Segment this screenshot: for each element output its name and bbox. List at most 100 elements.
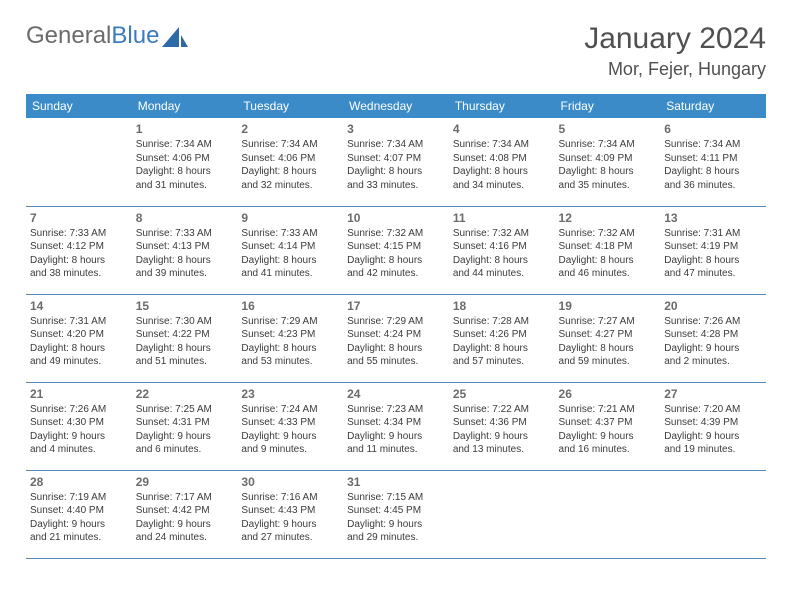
sunset-text: Sunset: 4:06 PM	[136, 152, 234, 166]
sunset-text: Sunset: 4:31 PM	[136, 416, 234, 430]
sunrise-text: Sunrise: 7:33 AM	[136, 227, 234, 241]
title-block: January 2024 Mor, Fejer, Hungary	[584, 22, 766, 80]
daylight-text: and 31 minutes.	[136, 179, 234, 193]
daylight-text: Daylight: 8 hours	[664, 165, 762, 179]
sunrise-text: Sunrise: 7:28 AM	[453, 315, 551, 329]
calendar-table: Sunday Monday Tuesday Wednesday Thursday…	[26, 94, 766, 559]
daylight-text: Daylight: 9 hours	[241, 518, 339, 532]
weekday-sunday: Sunday	[26, 94, 132, 118]
daylight-text: and 24 minutes.	[136, 531, 234, 545]
day-number: 17	[347, 298, 445, 314]
daylight-text: and 47 minutes.	[664, 267, 762, 281]
sunset-text: Sunset: 4:37 PM	[559, 416, 657, 430]
sunrise-text: Sunrise: 7:34 AM	[453, 138, 551, 152]
daylight-text: and 38 minutes.	[30, 267, 128, 281]
day-number: 23	[241, 386, 339, 402]
calendar-cell: 5Sunrise: 7:34 AMSunset: 4:09 PMDaylight…	[555, 118, 661, 206]
sunset-text: Sunset: 4:30 PM	[30, 416, 128, 430]
sunrise-text: Sunrise: 7:31 AM	[664, 227, 762, 241]
daylight-text: and 6 minutes.	[136, 443, 234, 457]
daylight-text: Daylight: 9 hours	[347, 518, 445, 532]
sunset-text: Sunset: 4:12 PM	[30, 240, 128, 254]
sunset-text: Sunset: 4:14 PM	[241, 240, 339, 254]
calendar-cell: 4Sunrise: 7:34 AMSunset: 4:08 PMDaylight…	[449, 118, 555, 206]
weekday-saturday: Saturday	[660, 94, 766, 118]
daylight-text: and 46 minutes.	[559, 267, 657, 281]
sunrise-text: Sunrise: 7:22 AM	[453, 403, 551, 417]
day-number: 5	[559, 121, 657, 137]
day-number: 21	[30, 386, 128, 402]
daylight-text: Daylight: 8 hours	[559, 254, 657, 268]
sunset-text: Sunset: 4:13 PM	[136, 240, 234, 254]
calendar-week-row: 21Sunrise: 7:26 AMSunset: 4:30 PMDayligh…	[26, 382, 766, 470]
daylight-text: and 53 minutes.	[241, 355, 339, 369]
calendar-cell: 10Sunrise: 7:32 AMSunset: 4:15 PMDayligh…	[343, 206, 449, 294]
daylight-text: Daylight: 8 hours	[347, 342, 445, 356]
daylight-text: Daylight: 9 hours	[30, 518, 128, 532]
sunset-text: Sunset: 4:34 PM	[347, 416, 445, 430]
day-number: 8	[136, 210, 234, 226]
calendar-cell: 30Sunrise: 7:16 AMSunset: 4:43 PMDayligh…	[237, 470, 343, 558]
weekday-monday: Monday	[132, 94, 238, 118]
sunrise-text: Sunrise: 7:29 AM	[347, 315, 445, 329]
sunset-text: Sunset: 4:20 PM	[30, 328, 128, 342]
daylight-text: and 49 minutes.	[30, 355, 128, 369]
sunrise-text: Sunrise: 7:29 AM	[241, 315, 339, 329]
daylight-text: Daylight: 8 hours	[136, 342, 234, 356]
calendar-cell: 2Sunrise: 7:34 AMSunset: 4:06 PMDaylight…	[237, 118, 343, 206]
daylight-text: and 16 minutes.	[559, 443, 657, 457]
day-number: 6	[664, 121, 762, 137]
sunrise-text: Sunrise: 7:21 AM	[559, 403, 657, 417]
calendar-cell: 31Sunrise: 7:15 AMSunset: 4:45 PMDayligh…	[343, 470, 449, 558]
daylight-text: and 4 minutes.	[30, 443, 128, 457]
daylight-text: and 19 minutes.	[664, 443, 762, 457]
calendar-cell: 19Sunrise: 7:27 AMSunset: 4:27 PMDayligh…	[555, 294, 661, 382]
calendar-cell: 16Sunrise: 7:29 AMSunset: 4:23 PMDayligh…	[237, 294, 343, 382]
day-number: 16	[241, 298, 339, 314]
daylight-text: and 39 minutes.	[136, 267, 234, 281]
calendar-cell: 13Sunrise: 7:31 AMSunset: 4:19 PMDayligh…	[660, 206, 766, 294]
day-number: 4	[453, 121, 551, 137]
daylight-text: and 44 minutes.	[453, 267, 551, 281]
day-number: 10	[347, 210, 445, 226]
calendar-cell: 21Sunrise: 7:26 AMSunset: 4:30 PMDayligh…	[26, 382, 132, 470]
sunrise-text: Sunrise: 7:30 AM	[136, 315, 234, 329]
sunset-text: Sunset: 4:08 PM	[453, 152, 551, 166]
weekday-thursday: Thursday	[449, 94, 555, 118]
calendar-cell: 17Sunrise: 7:29 AMSunset: 4:24 PMDayligh…	[343, 294, 449, 382]
daylight-text: and 59 minutes.	[559, 355, 657, 369]
day-number: 9	[241, 210, 339, 226]
day-number: 3	[347, 121, 445, 137]
daylight-text: Daylight: 9 hours	[30, 430, 128, 444]
calendar-cell: 18Sunrise: 7:28 AMSunset: 4:26 PMDayligh…	[449, 294, 555, 382]
daylight-text: Daylight: 9 hours	[136, 518, 234, 532]
day-number: 27	[664, 386, 762, 402]
daylight-text: and 9 minutes.	[241, 443, 339, 457]
sunset-text: Sunset: 4:06 PM	[241, 152, 339, 166]
sunrise-text: Sunrise: 7:25 AM	[136, 403, 234, 417]
sunrise-text: Sunrise: 7:17 AM	[136, 491, 234, 505]
daylight-text: Daylight: 9 hours	[136, 430, 234, 444]
weekday-tuesday: Tuesday	[237, 94, 343, 118]
sunrise-text: Sunrise: 7:19 AM	[30, 491, 128, 505]
day-number: 22	[136, 386, 234, 402]
sunset-text: Sunset: 4:16 PM	[453, 240, 551, 254]
sunset-text: Sunset: 4:42 PM	[136, 504, 234, 518]
daylight-text: Daylight: 8 hours	[453, 254, 551, 268]
daylight-text: and 27 minutes.	[241, 531, 339, 545]
sunrise-text: Sunrise: 7:32 AM	[559, 227, 657, 241]
day-number: 15	[136, 298, 234, 314]
calendar-cell: 9Sunrise: 7:33 AMSunset: 4:14 PMDaylight…	[237, 206, 343, 294]
sunrise-text: Sunrise: 7:24 AM	[241, 403, 339, 417]
calendar-cell: 23Sunrise: 7:24 AMSunset: 4:33 PMDayligh…	[237, 382, 343, 470]
daylight-text: Daylight: 8 hours	[347, 254, 445, 268]
daylight-text: and 35 minutes.	[559, 179, 657, 193]
day-number: 14	[30, 298, 128, 314]
daylight-text: Daylight: 9 hours	[241, 430, 339, 444]
day-number: 25	[453, 386, 551, 402]
sunrise-text: Sunrise: 7:31 AM	[30, 315, 128, 329]
calendar-cell: 3Sunrise: 7:34 AMSunset: 4:07 PMDaylight…	[343, 118, 449, 206]
calendar-cell: 25Sunrise: 7:22 AMSunset: 4:36 PMDayligh…	[449, 382, 555, 470]
daylight-text: Daylight: 9 hours	[664, 342, 762, 356]
daylight-text: Daylight: 8 hours	[30, 342, 128, 356]
